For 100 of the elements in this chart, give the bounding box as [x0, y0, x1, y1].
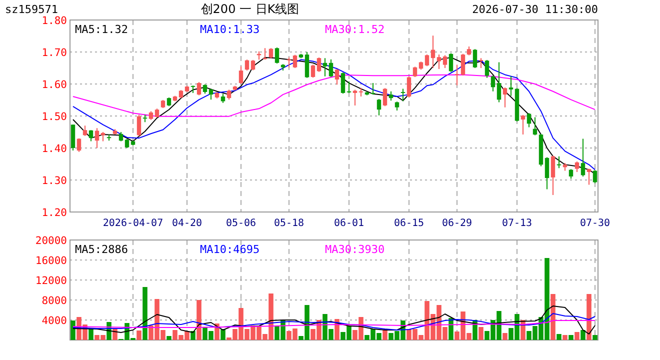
bar: [142, 287, 148, 340]
candlestick: [376, 98, 382, 116]
candlestick: [292, 54, 298, 68]
y-tick-label: 1.30: [42, 175, 67, 187]
y-tick-label: 1.70: [42, 47, 67, 59]
y-tick-label: 16000: [35, 255, 67, 267]
y-tick-label: 20000: [35, 235, 67, 247]
candlestick: [406, 76, 412, 98]
candlestick: [340, 72, 346, 94]
candlestick: [442, 54, 448, 68]
candlestick: [400, 88, 406, 102]
bar: [586, 294, 592, 340]
candlestick: [424, 54, 430, 67]
candlestick: [196, 82, 202, 96]
candlestick: [88, 130, 94, 142]
candlestick: [388, 90, 394, 102]
text: MA5:2886: [75, 243, 128, 256]
bar: [382, 330, 388, 340]
candlestick: [436, 54, 442, 70]
candlestick: [448, 52, 454, 72]
line-series: [72, 306, 596, 334]
line-series: [72, 320, 596, 328]
candlestick: [310, 64, 316, 78]
y-tick-label: 1.80: [42, 15, 67, 27]
candlestick: [568, 168, 574, 180]
candlestick: [262, 48, 268, 60]
candlestick: [202, 84, 208, 94]
candlestick: [268, 48, 274, 59]
bar: [70, 320, 76, 340]
candlestick: [286, 56, 292, 68]
candlestick: [208, 88, 214, 100]
y-tick-label: 4000: [42, 315, 67, 327]
candlestick: [316, 56, 322, 72]
candlestick: [238, 66, 244, 84]
candlestick: [502, 87, 508, 108]
candlestick: [508, 76, 514, 96]
bar: [502, 333, 508, 340]
candlestick: [142, 114, 148, 123]
text: MA30:1.52: [325, 23, 385, 36]
candlestick: [118, 132, 124, 142]
text: MA5:1.32: [75, 23, 128, 36]
candlestick: [244, 59, 250, 72]
candlestick: [454, 64, 460, 86]
candlestick: [430, 35, 436, 68]
bar: [574, 332, 580, 340]
candlestick: [574, 160, 580, 172]
candlestick: [478, 58, 484, 68]
candlestick: [94, 128, 100, 148]
bar: [550, 294, 556, 340]
line-series: [72, 313, 596, 330]
text: MA10:1.33: [200, 23, 260, 36]
text: sz159571: [5, 3, 58, 16]
candlestick: [484, 60, 490, 78]
bar: [562, 335, 568, 340]
text: MA10:4695: [200, 243, 260, 256]
candlestick: [274, 47, 280, 64]
candlestick: [556, 156, 562, 169]
chart-title: 创200 一 日K线图: [200, 2, 300, 16]
bar: [334, 319, 340, 340]
y-tick-label: 8000: [42, 295, 67, 307]
text: 2026-07-30 11:30:00: [472, 3, 598, 16]
candlestick: [496, 62, 502, 103]
candlestick: [82, 125, 88, 136]
bar: [478, 327, 484, 340]
candlestick: [526, 112, 532, 128]
y-tick-label: 1.40: [42, 143, 67, 155]
candlestick: [580, 138, 586, 177]
bar: [136, 330, 142, 340]
bar: [220, 329, 226, 340]
y-tick-label: 12000: [35, 275, 67, 287]
candlestick: [520, 114, 526, 136]
y-tick-label: 1.50: [42, 111, 67, 123]
bar: [196, 300, 202, 340]
candlestick: [460, 53, 466, 76]
candlestick: [70, 124, 76, 152]
bar: [568, 335, 574, 340]
bar: [166, 336, 172, 340]
candlestick: [382, 88, 388, 107]
text: MA30:3930: [325, 243, 385, 256]
candlestick: [370, 82, 376, 96]
bar: [556, 334, 562, 340]
candlestick: [322, 58, 328, 77]
candlestick: [328, 58, 334, 78]
candlestick: [226, 89, 232, 100]
candlestick: [490, 75, 496, 92]
y-tick-label: 1.20: [42, 207, 67, 219]
candlestick: [190, 85, 196, 94]
candlestick: [76, 138, 82, 152]
candlestick: [472, 48, 478, 68]
candlestick: [412, 66, 418, 78]
candlestick: [334, 68, 340, 86]
candlestick: [550, 155, 556, 196]
candlestick: [352, 89, 358, 106]
bar: [592, 335, 598, 340]
y-tick-label: 1.60: [42, 79, 67, 91]
candlestick: [544, 156, 550, 190]
bar: [580, 330, 586, 340]
candlestick: [586, 168, 592, 186]
candlestick: [346, 80, 352, 94]
candlestick: [532, 116, 538, 136]
